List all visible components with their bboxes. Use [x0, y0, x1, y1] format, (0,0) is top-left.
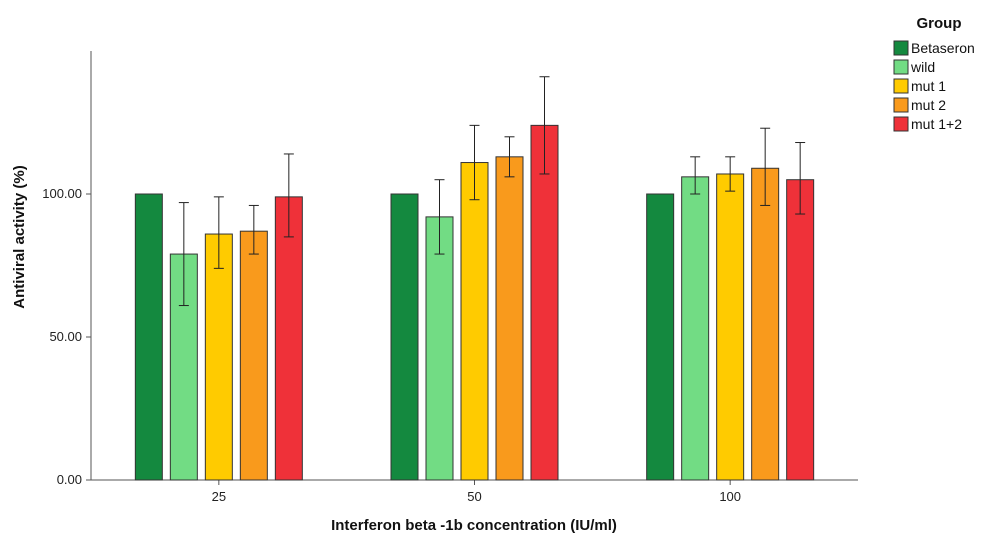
x-axis-title: Interferon beta -1b concentration (IU/ml… [331, 517, 617, 534]
legend-label: wild [910, 59, 935, 75]
bar [204, 233, 233, 481]
y-axis-title: Antiviral activity (%) [11, 165, 28, 308]
bar [751, 167, 780, 481]
legend-swatch [893, 116, 909, 132]
y-ticks: 0.00 50.00 100.00 [42, 186, 91, 487]
bar [716, 173, 745, 481]
error-bars [178, 76, 806, 307]
legend-swatch [893, 97, 909, 113]
bar [390, 193, 419, 481]
bar [681, 176, 710, 481]
legend-label: mut 1+2 [911, 116, 962, 132]
x-tick-label: 100 [719, 489, 741, 504]
bar [460, 162, 489, 481]
bar [646, 193, 675, 481]
legend-label: mut 2 [911, 97, 946, 113]
legend-label: Betaseron [911, 40, 975, 56]
bar [786, 179, 815, 481]
bar [425, 216, 454, 481]
bar [530, 124, 559, 481]
legend-items: Betaseron wild mut 1 mut 2 mut 1+2 [893, 40, 975, 132]
bar [495, 156, 524, 481]
legend-swatch [893, 78, 909, 94]
y-tick-label: 0.00 [57, 472, 82, 487]
legend-swatch [893, 59, 909, 75]
legend-title: Group [917, 15, 962, 32]
legend: Group Betaseron wild mut 1 mut 2 mut 1+2 [893, 15, 975, 132]
legend-swatch [893, 40, 909, 56]
bar [134, 193, 163, 481]
x-ticks: 25 50 100 [212, 480, 741, 504]
x-tick-label: 50 [467, 489, 481, 504]
x-tick-label: 25 [212, 489, 226, 504]
y-tick-label: 50.00 [49, 329, 82, 344]
bar [274, 196, 303, 481]
y-tick-label: 100.00 [42, 186, 82, 201]
legend-label: mut 1 [911, 78, 946, 94]
bar [239, 230, 268, 481]
